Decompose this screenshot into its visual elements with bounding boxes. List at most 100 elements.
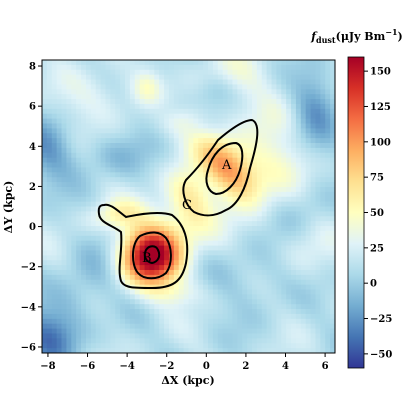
heatmap-cell [276, 318, 282, 325]
heatmap-cell [183, 60, 189, 66]
heatmap-cell [251, 167, 258, 173]
heatmap-cell [261, 123, 268, 129]
heatmap-cell [227, 216, 233, 222]
heatmap-cell [120, 84, 126, 90]
heatmap-cell [51, 157, 58, 163]
heatmap-cell [276, 123, 282, 129]
heatmap-cell [120, 196, 126, 203]
heatmap-cell [291, 313, 297, 320]
heatmap-cell [159, 304, 165, 310]
heatmap-cell [100, 89, 106, 95]
heatmap-cell [149, 245, 155, 251]
heatmap-cell [300, 235, 307, 242]
heatmap-cell [178, 318, 185, 325]
heatmap-cell [198, 269, 204, 276]
heatmap-cell [295, 133, 302, 139]
heatmap-cell [291, 299, 297, 305]
heatmap-cell [173, 294, 180, 300]
heatmap-cell [256, 147, 263, 154]
heatmap-cell [61, 172, 67, 178]
heatmap-cell [95, 152, 101, 159]
heatmap-cell [164, 133, 170, 139]
heatmap-cell [300, 74, 307, 80]
heatmap-cell [120, 147, 126, 154]
heatmap-cell [188, 143, 194, 149]
heatmap-cell [129, 216, 136, 222]
heatmap-cell [271, 191, 277, 198]
heatmap-cell [237, 260, 243, 266]
heatmap-cell [110, 152, 116, 159]
heatmap-cell [251, 269, 258, 276]
heatmap-cell [242, 113, 248, 119]
heatmap-cell [276, 118, 282, 124]
heatmap-cell [198, 313, 204, 320]
heatmap-cell [276, 182, 282, 188]
heatmap-cell [139, 177, 145, 183]
heatmap-cell [305, 64, 311, 71]
heatmap-cell [315, 235, 321, 242]
heatmap-cell [188, 186, 194, 193]
heatmap-cell [46, 138, 53, 144]
heatmap-cell [173, 113, 180, 119]
heatmap-cell [100, 226, 106, 232]
heatmap-cell [46, 147, 53, 154]
heatmap-cell [66, 206, 72, 212]
heatmap-cell [232, 284, 238, 290]
heatmap-cell [183, 245, 189, 251]
heatmap-cell [144, 152, 150, 159]
heatmap-cell [51, 338, 58, 344]
heatmap-cell [330, 99, 335, 105]
heatmap-cell [330, 245, 335, 251]
heatmap-cell [208, 309, 214, 315]
heatmap-cell [281, 260, 287, 266]
heatmap-cell [242, 328, 248, 334]
heatmap-cell [305, 186, 311, 193]
heatmap-cell [129, 99, 136, 105]
heatmap-cell [100, 260, 106, 266]
heatmap-cell [217, 113, 224, 119]
heatmap-cell [149, 69, 155, 76]
heatmap-cell [159, 216, 165, 222]
heatmap-cell [271, 99, 277, 105]
heatmap-cell [90, 84, 97, 90]
heatmap-cell [261, 333, 268, 339]
heatmap-cell [198, 294, 204, 300]
heatmap-cell [144, 260, 150, 266]
heatmap-cell [266, 64, 272, 71]
heatmap-cell [66, 172, 72, 178]
heatmap-cell [105, 333, 111, 339]
heatmap-cell [276, 177, 282, 183]
heatmap-cell [105, 323, 111, 329]
heatmap-cell [159, 299, 165, 305]
heatmap-cell [46, 79, 53, 85]
heatmap-cell [120, 143, 126, 149]
heatmap-cell [266, 318, 272, 325]
heatmap-cell [217, 274, 224, 281]
heatmap-cell [315, 211, 321, 217]
heatmap-cell [242, 196, 248, 203]
heatmap-cell [46, 113, 53, 119]
heatmap-cell [66, 133, 72, 139]
heatmap-cell [305, 260, 311, 266]
heatmap-cell [154, 299, 160, 305]
heatmap-cell [203, 299, 209, 305]
heatmap-cell [154, 338, 160, 344]
heatmap-cell [164, 60, 170, 66]
heatmap-cell [256, 216, 263, 222]
heatmap-cell [139, 240, 145, 246]
heatmap-cell [129, 333, 136, 339]
heatmap-cell [266, 113, 272, 119]
heatmap-cell [105, 318, 111, 325]
heatmap-cell [51, 196, 58, 203]
heatmap-cell [90, 79, 97, 85]
heatmap-cell [81, 118, 87, 124]
heatmap-cell [212, 186, 219, 193]
heatmap-cell [203, 323, 209, 329]
heatmap-cell [120, 191, 126, 198]
heatmap-cell [222, 113, 228, 119]
heatmap-cell [310, 74, 316, 80]
heatmap-cell [164, 103, 170, 110]
heatmap-cell [242, 64, 248, 71]
heatmap-cell [330, 230, 335, 237]
heatmap-cell [71, 299, 77, 305]
